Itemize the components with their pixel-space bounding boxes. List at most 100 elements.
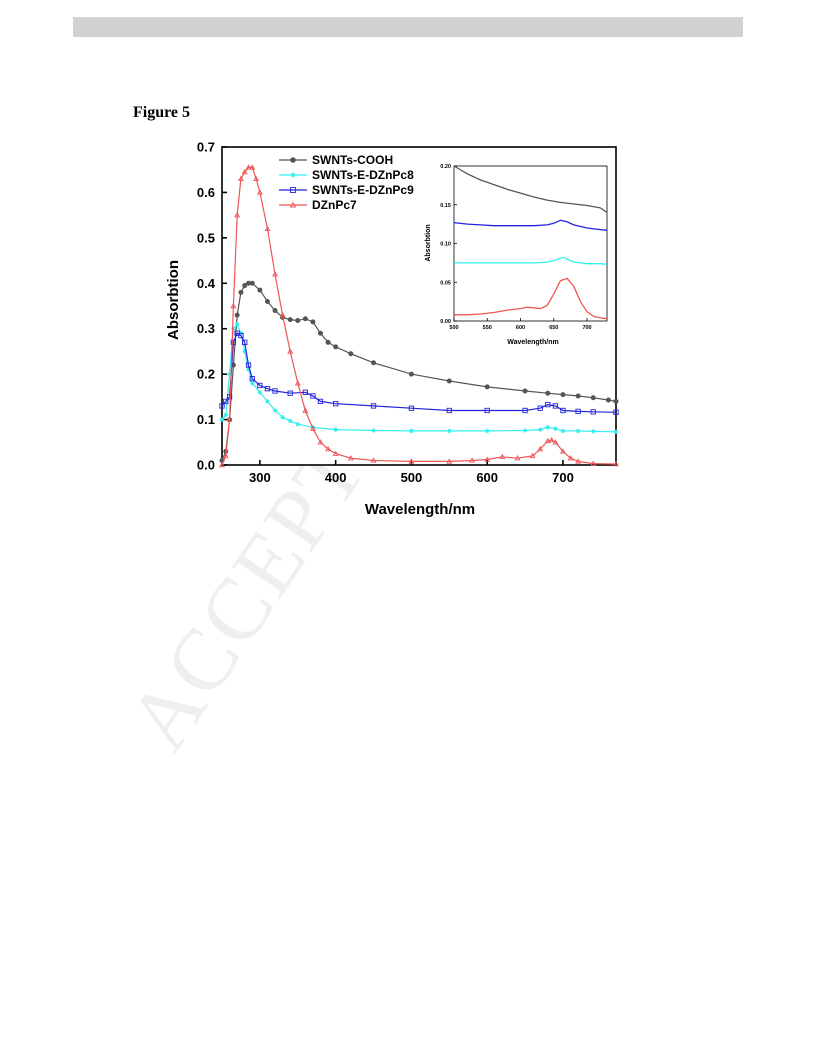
inset-y-tick-label: 0.20 xyxy=(440,164,451,170)
legend-marker xyxy=(290,157,296,163)
data-point xyxy=(408,458,415,464)
legend-marker xyxy=(290,187,296,193)
x-axis-title: Wavelength/nm xyxy=(365,501,475,518)
x-tick-label: 500 xyxy=(401,470,423,485)
data-point xyxy=(219,417,225,422)
data-point xyxy=(226,416,233,422)
legend-label: DZnPc7 xyxy=(312,198,357,212)
data-point xyxy=(295,318,301,324)
y-tick-label: 0.3 xyxy=(197,321,215,336)
data-point xyxy=(219,403,225,409)
y-tick-label: 0.4 xyxy=(197,276,216,291)
data-point xyxy=(223,398,229,405)
data-point xyxy=(333,344,339,350)
y-tick-label: 0.1 xyxy=(197,412,215,427)
data-point xyxy=(272,388,278,394)
data-point xyxy=(317,330,323,336)
data-point xyxy=(226,394,233,400)
inset-x-tick-label: 650 xyxy=(549,325,558,331)
data-point xyxy=(272,271,279,277)
data-point xyxy=(333,427,338,432)
data-point xyxy=(553,426,558,431)
inset-x-tick-label: 700 xyxy=(582,325,591,331)
data-point xyxy=(522,428,528,433)
x-tick-label: 300 xyxy=(249,470,271,485)
data-point xyxy=(560,407,566,414)
data-point xyxy=(279,311,286,318)
data-point xyxy=(222,452,229,459)
inset-series-line-swnts-e-dznpc8 xyxy=(454,256,608,266)
inset-y-tick-label: 0.10 xyxy=(440,242,451,248)
data-point xyxy=(575,408,581,415)
inset-x-axis-title: Wavelength/nm xyxy=(507,339,558,346)
inset-y-tick-label: 0.15 xyxy=(440,203,451,209)
y-tick-label: 0.2 xyxy=(197,367,215,382)
data-point xyxy=(294,380,301,386)
data-point xyxy=(332,450,339,456)
data-point xyxy=(613,429,619,435)
legend-label: SWNTs-COOH xyxy=(312,153,393,167)
data-point xyxy=(484,428,490,434)
data-point xyxy=(560,392,566,398)
data-point xyxy=(371,428,376,433)
data-point xyxy=(325,445,332,452)
x-tick-label: 600 xyxy=(476,470,498,485)
data-point xyxy=(613,460,619,467)
data-point xyxy=(257,287,263,293)
data-point xyxy=(613,409,619,415)
data-point xyxy=(317,398,324,405)
data-point xyxy=(408,405,415,411)
data-point xyxy=(537,445,544,452)
legend-label: SWNTs-E-DZnPc8 xyxy=(312,168,414,182)
data-point xyxy=(302,389,308,395)
data-point xyxy=(522,407,528,414)
data-point xyxy=(287,317,293,323)
data-point xyxy=(241,168,248,175)
data-point xyxy=(280,415,285,420)
data-point xyxy=(590,460,597,466)
data-point xyxy=(302,407,309,413)
data-point xyxy=(333,401,339,407)
data-point xyxy=(447,428,452,434)
y-axis-title: Absorbtion xyxy=(165,260,182,340)
data-point xyxy=(264,298,270,304)
data-point xyxy=(605,397,611,403)
data-point xyxy=(370,457,377,463)
data-point xyxy=(548,436,555,443)
data-point xyxy=(537,405,543,411)
data-point xyxy=(559,448,566,454)
data-point xyxy=(484,407,490,414)
data-point xyxy=(499,453,506,460)
inset-series-line-swnts-e-dznpc9 xyxy=(453,219,608,231)
data-point xyxy=(484,384,490,390)
data-point xyxy=(231,326,236,331)
data-point xyxy=(317,439,324,445)
data-point xyxy=(264,386,271,392)
data-point xyxy=(295,421,300,427)
data-point xyxy=(348,351,354,357)
data-point xyxy=(484,456,491,462)
data-point xyxy=(253,175,260,182)
legend-marker xyxy=(289,201,297,208)
data-point xyxy=(264,225,271,231)
inset-x-tick-label: 500 xyxy=(449,325,458,331)
inset-x-tick-label: 550 xyxy=(483,325,492,331)
inset-y-axis-title: Absorbtion xyxy=(425,224,432,261)
data-point xyxy=(409,428,414,434)
data-point xyxy=(522,388,528,394)
x-tick-label: 400 xyxy=(325,470,347,485)
data-point xyxy=(223,412,228,418)
data-point xyxy=(310,319,316,325)
data-point xyxy=(538,427,543,432)
data-point xyxy=(287,390,293,396)
data-point xyxy=(545,425,551,430)
data-point xyxy=(560,428,566,434)
y-tick-label: 0.0 xyxy=(197,458,215,473)
data-point xyxy=(514,455,521,461)
data-point xyxy=(325,339,331,345)
data-point xyxy=(613,398,619,404)
data-point xyxy=(287,418,293,424)
data-point xyxy=(446,458,453,464)
data-point xyxy=(242,349,247,354)
